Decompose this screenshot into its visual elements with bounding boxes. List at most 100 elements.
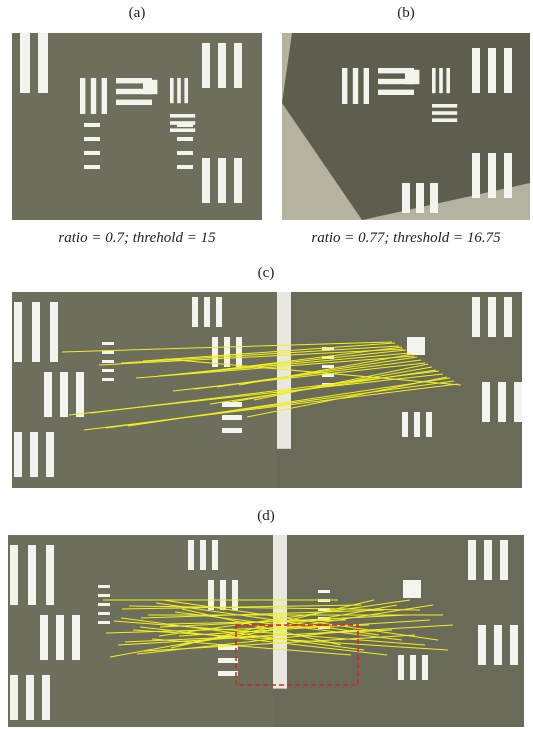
target-bar bbox=[20, 33, 30, 93]
target-bar bbox=[222, 428, 242, 433]
target-bar bbox=[98, 585, 110, 588]
photo bbox=[8, 535, 524, 727]
caption: ratio = 0.77; threshold = 16.75 bbox=[271, 230, 533, 247]
target-bar bbox=[177, 137, 193, 141]
target-bar bbox=[184, 78, 188, 103]
target-bar bbox=[322, 365, 334, 368]
target-bar bbox=[488, 297, 496, 337]
target-bar bbox=[91, 78, 96, 114]
target-square bbox=[405, 70, 419, 84]
target-bar bbox=[212, 337, 218, 367]
target-bar bbox=[200, 540, 206, 570]
target-bar bbox=[342, 68, 347, 104]
target-bar bbox=[102, 360, 114, 363]
seam-bar bbox=[277, 292, 291, 449]
panel-label: (d) bbox=[236, 508, 296, 525]
caption: ratio = 0.7; threhold = 15 bbox=[2, 230, 272, 247]
target-bar bbox=[188, 540, 194, 570]
photo bbox=[12, 292, 522, 488]
target-bar bbox=[98, 594, 110, 597]
target-bar bbox=[218, 658, 238, 663]
target-bar bbox=[102, 369, 114, 372]
panel-label: (b) bbox=[376, 5, 436, 22]
target-bar bbox=[236, 337, 242, 367]
target-square bbox=[407, 337, 425, 355]
target-bar bbox=[10, 675, 18, 720]
target-bar bbox=[222, 402, 242, 407]
target-bar bbox=[472, 297, 480, 337]
target-bar bbox=[472, 48, 480, 93]
target-bar bbox=[40, 615, 48, 660]
target-bar bbox=[84, 165, 100, 169]
target-bar bbox=[28, 545, 36, 605]
target-bar bbox=[84, 151, 100, 155]
target-bar bbox=[378, 90, 414, 95]
target-bar bbox=[46, 545, 54, 605]
target-square bbox=[403, 580, 421, 598]
figure: (a) (b) ratio = 0.7; threhold = 15 ratio… bbox=[0, 0, 533, 729]
target-bar bbox=[177, 151, 193, 155]
target-bar bbox=[410, 655, 416, 680]
target-bar bbox=[76, 372, 84, 417]
target-bar bbox=[478, 625, 486, 665]
target-bar bbox=[38, 33, 48, 93]
target-bar bbox=[398, 655, 404, 680]
target-bar bbox=[488, 153, 496, 198]
target-bar bbox=[216, 297, 222, 327]
target-bar bbox=[514, 382, 522, 422]
target-bar bbox=[232, 580, 238, 610]
target-bar bbox=[84, 137, 100, 141]
target-square bbox=[143, 80, 157, 94]
target-bar bbox=[102, 342, 114, 345]
target-bar bbox=[102, 78, 107, 114]
target-bar bbox=[504, 48, 512, 93]
target-bar bbox=[500, 540, 508, 580]
target-bar bbox=[353, 68, 358, 104]
target-bar bbox=[46, 432, 54, 477]
target-bar bbox=[208, 580, 214, 610]
target-bar bbox=[414, 412, 420, 437]
target-bar bbox=[170, 78, 174, 103]
target-bar bbox=[416, 183, 424, 213]
target-bar bbox=[98, 621, 110, 624]
target-bar bbox=[44, 372, 52, 417]
target-bar bbox=[318, 590, 330, 593]
target-bar bbox=[218, 671, 238, 676]
target-bar bbox=[56, 615, 64, 660]
target-bar bbox=[98, 612, 110, 615]
seam-bar bbox=[273, 535, 287, 689]
target-bar bbox=[192, 297, 198, 327]
target-bar bbox=[402, 412, 408, 437]
target-bar bbox=[202, 158, 210, 203]
target-bar bbox=[204, 297, 210, 327]
target-bar bbox=[72, 615, 80, 660]
target-bar bbox=[432, 104, 457, 108]
target-bar bbox=[98, 603, 110, 606]
target-bar bbox=[177, 123, 193, 127]
target-bar bbox=[26, 675, 34, 720]
target-bar bbox=[202, 43, 210, 88]
target-bar bbox=[177, 78, 181, 103]
target-bar bbox=[42, 675, 50, 720]
target-bar bbox=[234, 158, 242, 203]
target-bar bbox=[212, 540, 218, 570]
target-bar bbox=[102, 351, 114, 354]
target-bar bbox=[432, 111, 457, 115]
target-bar bbox=[482, 382, 490, 422]
target-bar bbox=[234, 43, 242, 88]
target-bar bbox=[224, 337, 230, 367]
target-bar bbox=[102, 378, 114, 381]
target-bar bbox=[426, 412, 432, 437]
target-bar bbox=[504, 297, 512, 337]
target-bar bbox=[32, 302, 40, 362]
target-bar bbox=[84, 123, 100, 127]
target-bar bbox=[472, 153, 480, 198]
target-bar bbox=[14, 432, 22, 477]
target-bar bbox=[484, 540, 492, 580]
target-bar bbox=[446, 68, 450, 93]
photo bbox=[282, 33, 530, 220]
target-bar bbox=[30, 432, 38, 477]
target-bar bbox=[364, 68, 369, 104]
target-bar bbox=[14, 302, 22, 362]
target-bar bbox=[432, 68, 436, 93]
